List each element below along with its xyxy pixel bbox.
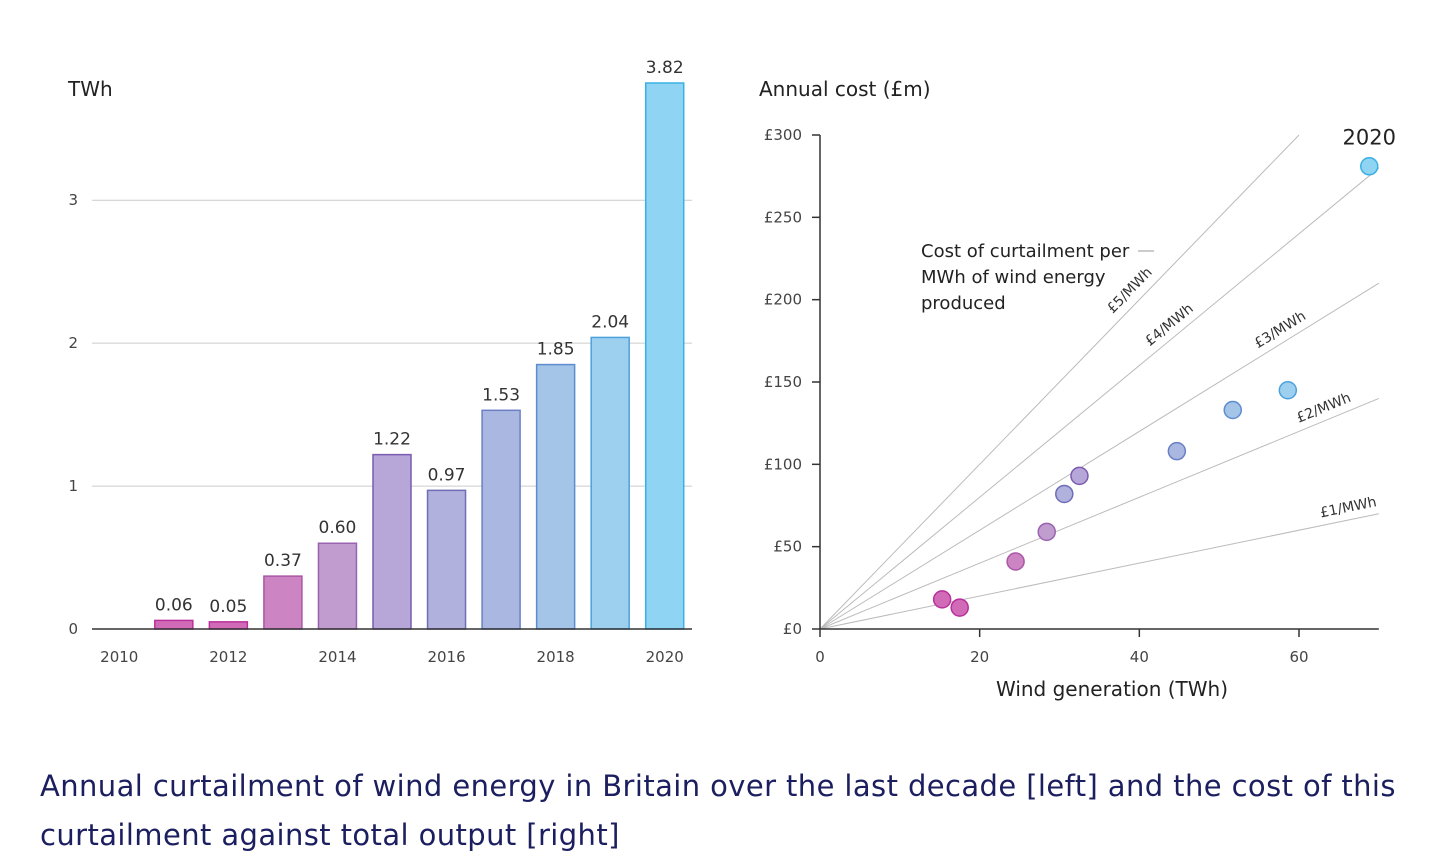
bar-x-tick-label: 2014 [318, 648, 356, 666]
bar-y-tick-label: 0 [68, 620, 78, 638]
bar-value-label: 0.37 [264, 551, 302, 571]
bar-2016 [426, 489, 467, 630]
scatter-point-9 [1278, 380, 1298, 400]
scatter-x-axis-title: Wind generation (TWh) [996, 677, 1228, 701]
figure-caption: Annual curtailment of wind energy in Bri… [40, 769, 1396, 852]
scatter-x-tick-label: 0 [815, 648, 825, 666]
bar-chart: TWh 0 1 2 3 0.06 0.05 0.37 0.60 1.22 0.97 1.53 1.85 2… [67, 58, 692, 666]
scatter-y-tick-label: £250 [764, 208, 802, 226]
scatter-x-tick-label: 20 [970, 648, 989, 666]
bar-value-label: 0.97 [428, 465, 466, 485]
scatter-point-8 [1223, 400, 1242, 420]
scatter-y-tick-label: £300 [764, 126, 802, 144]
bar-2017 [481, 409, 521, 630]
annotation-line-2: MWh of wind energy [921, 267, 1106, 288]
scatter-chart: Annual cost (£m)Wind generation (TWh)£5/… [759, 77, 1396, 701]
bar-x-tick-label: 2012 [209, 648, 247, 666]
bar-x-tick-label: 2018 [537, 648, 575, 666]
bar-value-label: 1.85 [537, 340, 575, 360]
bar-2018 [535, 363, 576, 630]
scatter-point-5 [1055, 484, 1074, 504]
bar-2014 [317, 542, 358, 630]
scatter-y-axis-title: Annual cost (£m) [759, 77, 931, 101]
bar-value-label: 0.60 [319, 518, 357, 538]
scatter-y-tick-label: £150 [764, 373, 802, 391]
bar-2013 [263, 575, 303, 630]
bar-x-tick-label: 2010 [100, 648, 138, 666]
bar-y-tick-label: 1 [68, 477, 78, 495]
scatter-point-7 [1167, 441, 1187, 461]
bar-2011 [154, 619, 194, 630]
point-annotation-2020: 2020 [1343, 125, 1396, 149]
scatter-point-10 [1360, 157, 1379, 176]
annotation-line-3: produced [921, 293, 1006, 314]
bar-value-label: 3.82 [646, 58, 684, 78]
scatter-x-tick-label: 40 [1130, 648, 1149, 666]
bar-value-label: 1.22 [373, 430, 411, 450]
scatter-y-tick-label: £100 [764, 455, 802, 473]
bar-y-tick-label: 2 [68, 334, 78, 352]
scatter-point-2 [950, 598, 969, 617]
reference-line [819, 513, 1379, 630]
scatter-y-tick-label: £0 [783, 620, 802, 638]
reference-line [819, 282, 1380, 630]
scatter-y-tick-label: £50 [773, 538, 802, 556]
bar-2020 [644, 82, 685, 630]
bar-2019 [590, 336, 630, 630]
scatter-point-1 [932, 590, 952, 609]
reference-line [819, 167, 1380, 630]
reference-line [819, 134, 1300, 630]
bar-2015 [372, 453, 412, 630]
reference-line [819, 398, 1380, 630]
bar-value-label: 0.06 [155, 595, 193, 615]
scatter-point-4 [1037, 522, 1056, 542]
bar-value-label: 1.53 [482, 385, 520, 405]
scatter-y-tick-label: £200 [764, 291, 802, 309]
bar-x-tick-label: 2020 [646, 648, 684, 666]
bar-x-tick-label: 2016 [427, 648, 465, 666]
reference-line-label: £3/MWh [1252, 308, 1309, 352]
bar-value-label: 0.05 [209, 597, 247, 617]
reference-line-label: £1/MWh [1319, 494, 1378, 521]
bar-y-tick-label: 3 [68, 191, 78, 209]
bar-value-label: 2.04 [591, 312, 629, 332]
scatter-x-tick-label: 60 [1289, 648, 1308, 666]
bar-2012 [208, 621, 249, 630]
scatter-point-3 [1006, 552, 1025, 571]
bar-y-axis-title: TWh [67, 77, 113, 101]
scatter-point-6 [1070, 466, 1089, 486]
annotation-line-1: Cost of curtailment per [921, 241, 1130, 262]
